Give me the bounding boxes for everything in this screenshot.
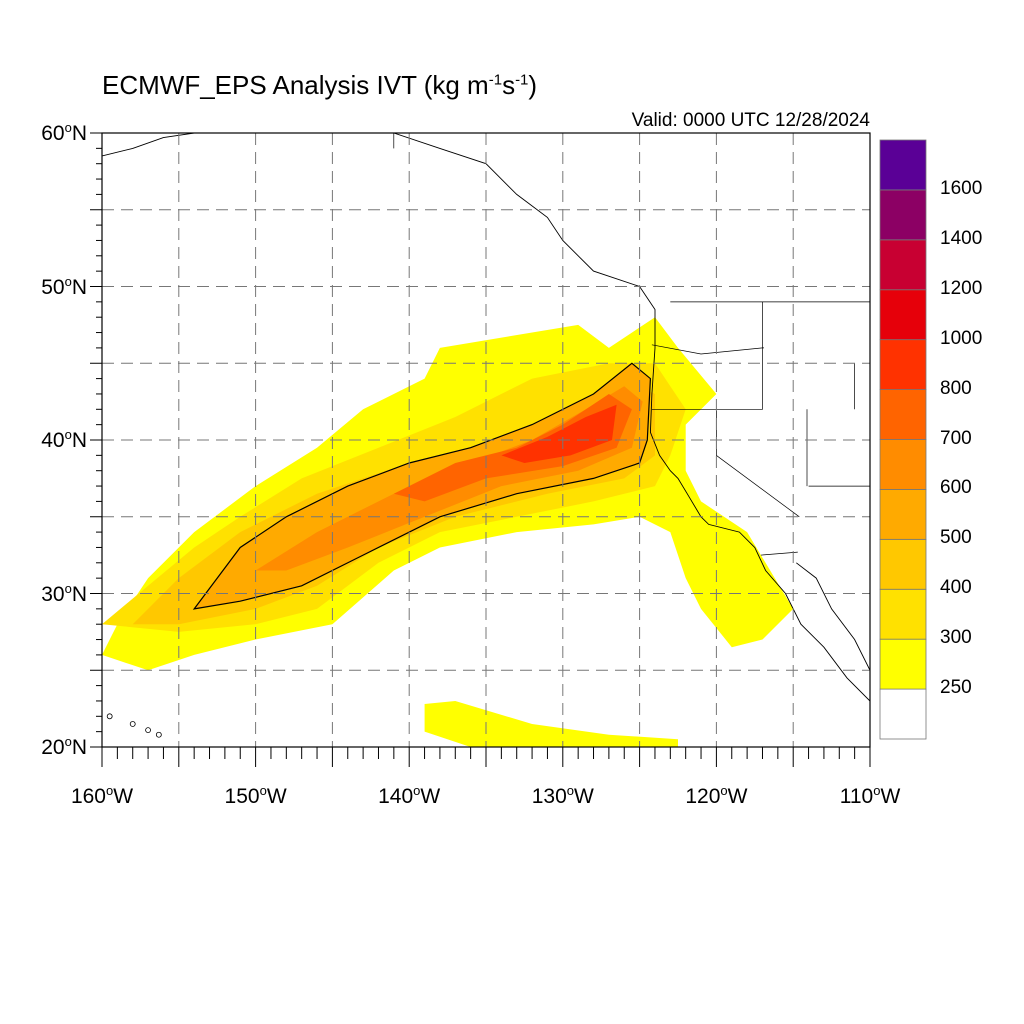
colorbar-label: 1000 [940,327,983,349]
colorbar-label: 500 [940,527,972,549]
gulf-coastline [796,562,870,671]
alaska-coastline [102,133,195,157]
island-outline [145,727,151,734]
lat-tick-label: 30oN [41,580,87,606]
ivt-band-250 [424,701,678,747]
colorbar-box [879,439,927,490]
lon-tick-label: 110oW [839,783,901,808]
colorbar-label: 600 [940,477,972,499]
colorbar-box [879,189,927,241]
colorbar-label: 400 [940,577,972,599]
boundary-line [760,551,798,556]
coastline [393,133,870,702]
colorbar-label: 300 [940,627,972,649]
colorbar-box [879,389,927,440]
lat-tick-label: 60oN [41,120,87,145]
colorbar-box [879,139,927,191]
colorbar-label: 1600 [940,177,983,199]
colorbar-box [879,289,927,341]
boundary-line [651,301,763,410]
boundary-line [716,409,800,518]
colorbar-label: 250 [940,677,972,699]
lat-tick-label: 20oN [41,734,87,759]
colorbar-label: 1200 [940,277,983,299]
ivt-band-700 [393,394,632,502]
colorbar-box [879,339,927,390]
lon-tick-label: 140oW [378,783,441,808]
island-outline [169,748,174,753]
ivt-contour-500 [192,362,652,610]
island-outline [106,713,113,720]
lon-tick-label: 160oW [70,783,134,808]
boundary-line [651,344,764,355]
colorbar-label: 1400 [940,227,983,249]
colorbar-box [879,588,927,640]
island-outline [155,731,162,738]
lon-tick-label: 120oW [685,783,748,808]
ivt-band-800 [501,404,617,463]
colorbar-box [879,638,927,690]
lat-tick-label: 50oN [41,273,87,299]
island-outline [129,721,136,727]
colorbar-label: 800 [940,377,972,399]
ivt-field-group [102,133,870,753]
colorbar-box [879,688,927,740]
lon-tick-label: 150oW [224,783,287,808]
lat-tick-label: 40oN [41,427,87,452]
colorbar-label: 700 [940,427,972,449]
colorbar-box [879,489,927,540]
chart-title: ECMWF_EPS Analysis IVT (kg m-1s-1) [102,70,538,100]
valid-time-label: Valid: 0000 UTC 12/28/2024 [631,110,870,131]
colorbar-box [879,239,927,291]
colorbar-box [879,538,927,590]
lon-tick-label: 130oW [531,783,594,808]
